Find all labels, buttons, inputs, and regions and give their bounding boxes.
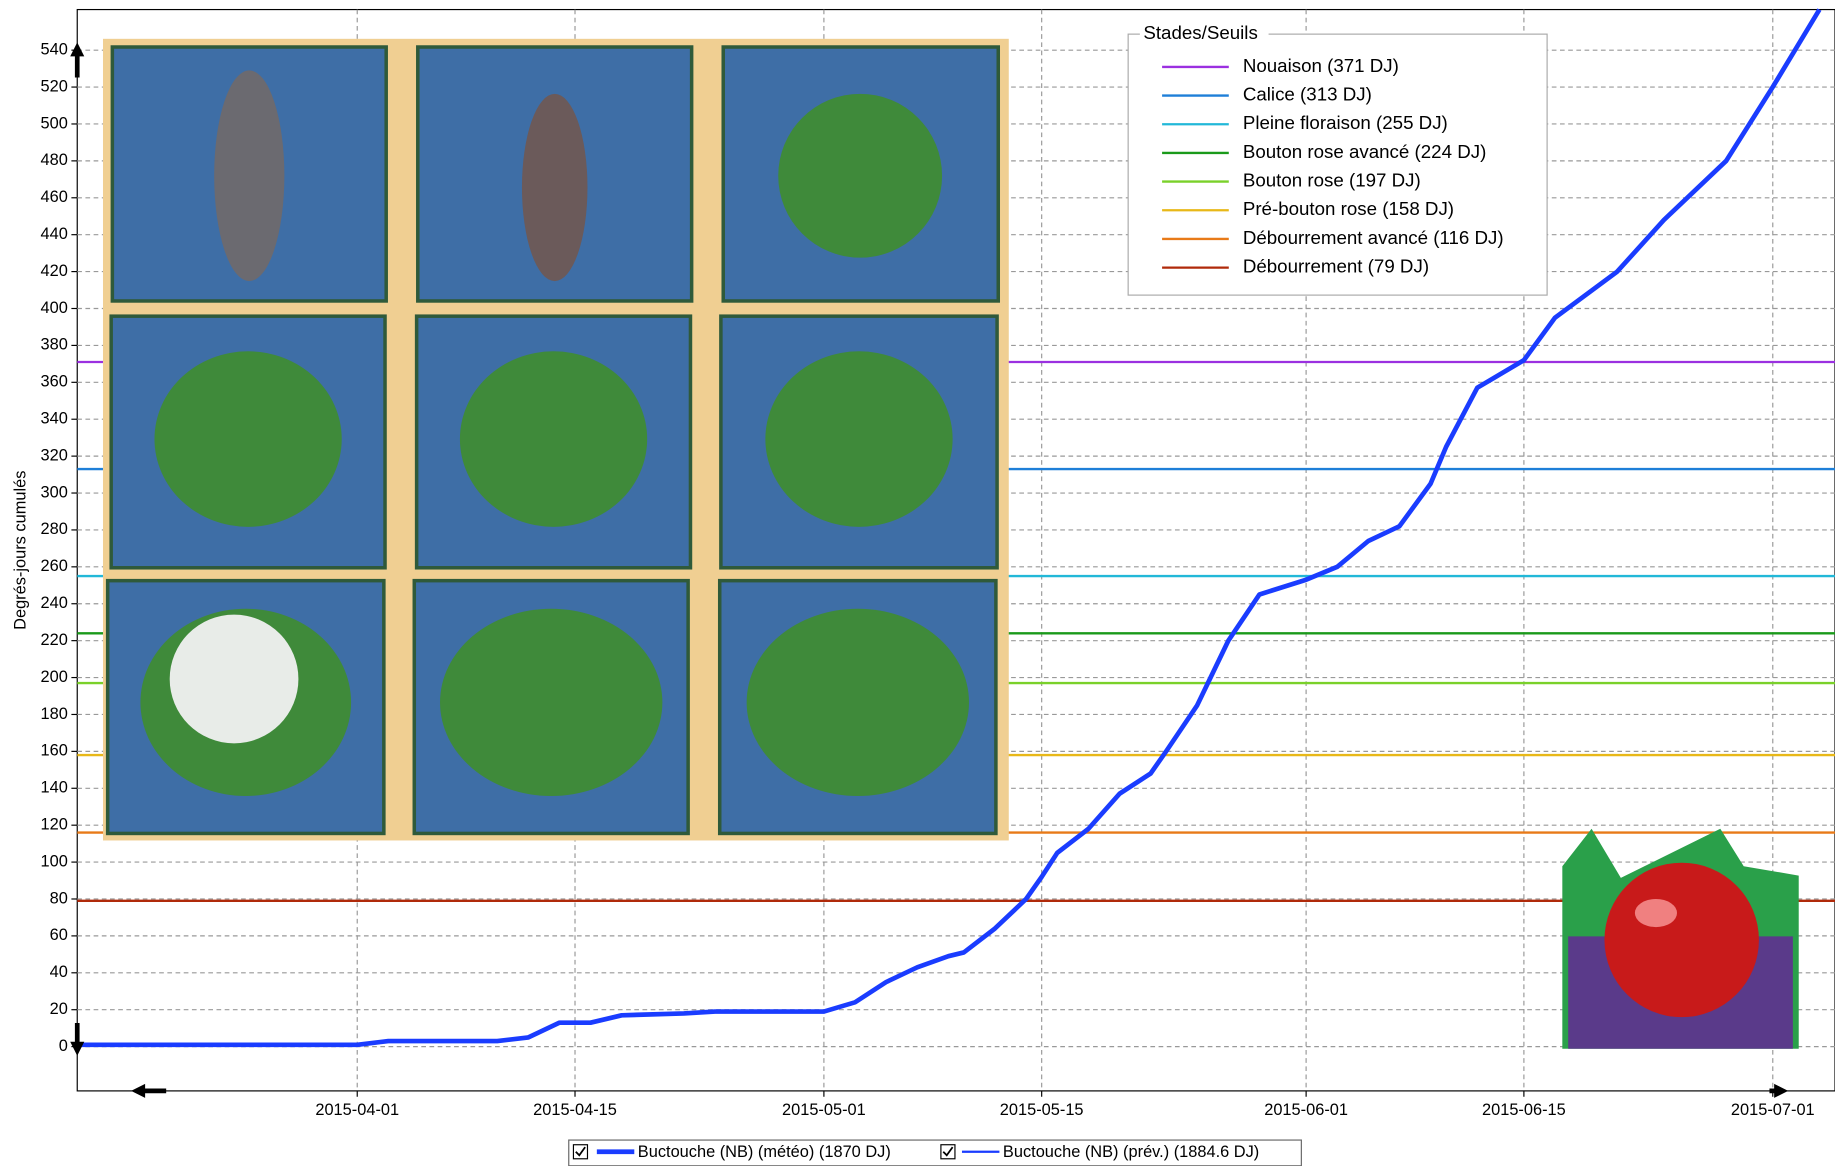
y-tick-label: 460 [41, 188, 68, 206]
axis-arrows [70, 42, 1789, 1098]
bottom-legend: Buctouche (NB) (météo) (1870 DJ) Buctouc… [568, 1139, 1302, 1166]
y-tick-label: 380 [41, 336, 68, 354]
y-tick-label: 540 [41, 40, 68, 58]
x-tick-label: 2015-04-01 [315, 1101, 399, 1119]
y-tick-label: 500 [41, 114, 68, 132]
y-tick-label: 120 [41, 816, 68, 834]
y-tick-label: 240 [41, 594, 68, 612]
y-tick-label: 200 [41, 668, 68, 686]
x-tick-label: 2015-06-01 [1264, 1101, 1348, 1119]
y-tick-label: 400 [41, 299, 68, 317]
y-tick-label: 160 [41, 742, 68, 760]
y-tick-label: 80 [50, 889, 68, 907]
photo-collage [102, 38, 1009, 841]
y-tick-label: 340 [41, 410, 68, 428]
legend-entry: Buctouche (NB) (prév.) (1884.6 DJ) [1003, 1143, 1259, 1161]
legend-entry: Pré-bouton rose (158 DJ) [1243, 198, 1454, 219]
y-tick-label: 260 [41, 557, 68, 575]
x-tick-label: 2015-04-15 [533, 1101, 617, 1119]
y-axis-label: Degrés-jours cumulés [11, 471, 29, 630]
x-tick-label: 2015-07-01 [1731, 1101, 1815, 1119]
y-tick-label: 420 [41, 262, 68, 280]
legend-title: Stades/Seuils [1143, 22, 1257, 43]
y-tick-label: 0 [59, 1037, 68, 1055]
apple-logo [1562, 828, 1799, 1049]
y-tick-label: 440 [41, 225, 68, 243]
y-tick-label: 20 [50, 1000, 68, 1018]
y-tick-label: 140 [41, 779, 68, 797]
x-tick-label: 2015-06-15 [1482, 1101, 1566, 1119]
y-tick-label: 100 [41, 852, 68, 870]
legend: Stades/Seuils Nouaison (371 DJ) Calice (3… [1127, 22, 1548, 296]
y-tick-label: 280 [41, 520, 68, 538]
legend-entry: Débourrement (79 DJ) [1243, 256, 1429, 277]
y-tick-label: 220 [41, 631, 68, 649]
legend-entry: Nouaison (371 DJ) [1243, 55, 1399, 76]
y-tick-label: 40 [50, 963, 68, 981]
y-tick-label: 480 [41, 151, 68, 169]
y-tick-label: 360 [41, 373, 68, 391]
legend-entry: Calice (313 DJ) [1243, 84, 1372, 105]
x-tick-label: 2015-05-15 [1000, 1101, 1084, 1119]
y-tick-label: 320 [41, 446, 68, 464]
x-tick-label: 2015-05-01 [782, 1101, 866, 1119]
legend-entry: Bouton rose (197 DJ) [1243, 170, 1421, 191]
y-tick-label: 300 [41, 483, 68, 501]
legend-entry: Débourrement avancé (116 DJ) [1243, 227, 1504, 248]
y-tick-label: 180 [41, 705, 68, 723]
series-line [77, 8, 1822, 1048]
y-tick-label: 520 [41, 77, 68, 95]
legend-entry: Pleine floraison (255 DJ) [1243, 112, 1448, 133]
legend-entry: Buctouche (NB) (météo) (1870 DJ) [638, 1143, 891, 1161]
y-tick-label: 60 [50, 926, 68, 944]
legend-entry: Bouton rose avancé (224 DJ) [1243, 141, 1486, 162]
